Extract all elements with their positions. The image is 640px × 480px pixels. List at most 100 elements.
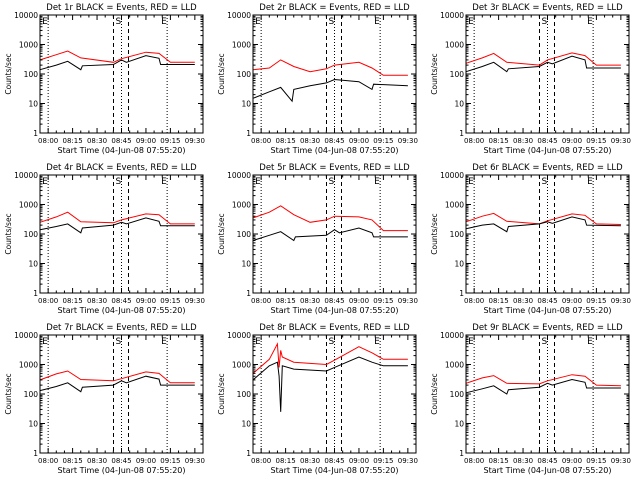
y-tick-label: 1000 [445,201,464,210]
x-tick-label: 08:00 [251,297,271,305]
y-axis-label: Counts/sec [217,373,226,414]
y-tick-label: 1 [246,289,251,298]
x-tick-label: 08:00 [464,297,484,305]
marker-label: S [542,177,548,187]
marker-label: S [116,177,122,187]
y-tick-label: 1 [246,449,251,458]
y-tick-label: 10000 [227,331,251,340]
x-tick-label: 08:30 [513,137,533,145]
x-tick-label: 09:15 [586,457,606,465]
x-tick-label: 08:30 [513,297,533,305]
y-tick-label: 1 [33,289,38,298]
x-tick-label: 09:15 [373,297,393,305]
series-events-line [465,216,621,233]
series-events-line [39,217,195,234]
series-events-line [39,55,195,71]
x-tick-label: 09:30 [185,137,205,145]
y-axis-label: Counts/sec [4,373,13,414]
y-tick-label: 100 [237,390,252,399]
panel-title: Det 4r BLACK = Events, RED = LLD [46,163,197,173]
plot-frame [465,334,630,454]
y-axis-label: Counts/sec [4,213,13,254]
y-tick-label: 10000 [227,11,251,20]
marker-label: E [42,177,48,187]
y-tick-label: 1 [246,129,251,138]
x-tick-label: 09:30 [398,457,418,465]
y-axis-label: Counts/sec [4,53,13,94]
panel-title: Det 3r BLACK = Events, RED = LLD [472,3,623,13]
x-tick-label: 08:15 [63,457,83,465]
marker-label: E [587,177,593,187]
x-tick-label: 08:00 [464,137,484,145]
x-tick-label: 09:15 [160,457,180,465]
y-tick-label: 1000 [19,41,38,50]
x-tick-label: 09:00 [562,457,582,465]
x-tick-label: 08:30 [513,457,533,465]
x-tick-label: 09:30 [611,137,631,145]
y-tick-label: 100 [237,230,252,239]
marker-label: S [329,337,335,347]
y-tick-label: 10 [241,260,251,269]
marker-label: E [161,177,167,187]
series-events-line [39,375,195,393]
plot-frame [39,174,204,294]
x-tick-label: 09:00 [349,137,369,145]
y-tick-label: 10 [454,100,464,109]
x-tick-label: 08:45 [324,457,344,465]
x-tick-label: 08:45 [324,137,344,145]
y-axis-label: Counts/sec [430,373,439,414]
x-tick-label: 09:15 [160,137,180,145]
plot-frame [252,174,417,294]
marker-label: S [542,17,548,27]
series-events-line [252,227,408,242]
marker-label: S [542,337,548,347]
panel-1: Det 1r BLACK = Events, RED = LLD E S E 1 10 10… [4,3,205,155]
x-tick-label: 09:30 [398,137,418,145]
y-tick-label: 1000 [19,361,38,370]
marker-label: E [255,17,261,27]
plot-frame [465,14,630,134]
marker-label: E [468,17,474,27]
panel-title: Det 1r BLACK = Events, RED = LLD [46,3,197,13]
plot-frame [465,174,630,294]
y-tick-label: 10000 [14,171,38,180]
x-tick-label: 09:15 [373,457,393,465]
x-tick-label: 08:30 [87,137,107,145]
x-tick-label: 09:00 [562,137,582,145]
series-lld-line [252,59,408,76]
x-tick-label: 09:00 [349,297,369,305]
x-tick-label: 08:45 [537,457,557,465]
x-tick-label: 08:45 [111,137,131,145]
y-tick-label: 10000 [440,331,464,340]
y-tick-label: 100 [24,70,39,79]
y-tick-label: 10000 [14,331,38,340]
x-tick-label: 08:00 [251,457,271,465]
x-tick-label: 08:45 [111,297,131,305]
x-tick-label: 08:30 [300,137,320,145]
y-tick-label: 10 [28,260,38,269]
y-tick-label: 1 [459,289,464,298]
x-tick-label: 08:45 [537,137,557,145]
x-tick-label: 08:15 [489,457,509,465]
marker-label: E [255,177,261,187]
series-lld-line [39,211,195,225]
series-lld-line [465,52,621,66]
y-tick-label: 10000 [227,171,251,180]
marker-label: S [329,17,335,27]
x-tick-label: 09:15 [586,297,606,305]
x-axis-label: Start Time (04-Jun-08 07:55:20) [484,146,612,155]
y-tick-label: 1 [33,449,38,458]
x-tick-label: 08:00 [38,297,58,305]
x-tick-label: 08:30 [300,457,320,465]
x-tick-label: 09:30 [185,297,205,305]
y-axis-label: Counts/sec [217,53,226,94]
marker-label: E [587,17,593,27]
x-tick-label: 09:15 [586,137,606,145]
x-tick-label: 08:15 [63,297,83,305]
x-tick-label: 08:45 [324,297,344,305]
x-tick-label: 09:00 [136,297,156,305]
series-events-line [465,378,621,395]
marker-label: E [468,337,474,347]
x-tick-label: 09:00 [562,297,582,305]
x-tick-label: 08:30 [87,457,107,465]
